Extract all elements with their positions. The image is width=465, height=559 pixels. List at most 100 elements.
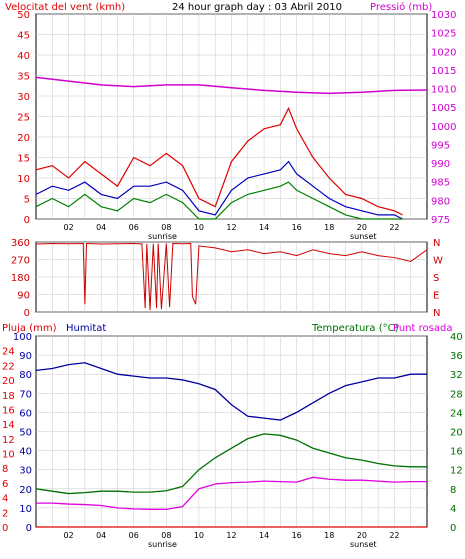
chart-title: 24 hour graph day : 03 Abril 2010 xyxy=(172,2,342,13)
compass-letter-label: N xyxy=(433,238,440,249)
climate-sunset-label: sunset xyxy=(350,540,377,549)
humidity-tick-label: 80 xyxy=(19,370,32,381)
wind-x-tick-label: 06 xyxy=(129,223,139,232)
wind-sunrise-label: sunrise xyxy=(148,232,177,241)
direction-series xyxy=(35,243,428,311)
rain-tick-label: 2 xyxy=(2,508,8,519)
wind-tick-label: 50 xyxy=(17,10,30,21)
chart-dynamic-layer: 0510152025303540455097598098599099510001… xyxy=(2,10,463,540)
pressure-tick-label: 1025 xyxy=(431,29,456,40)
climate-x-tick-label: 16 xyxy=(292,531,302,540)
humidity-axis-label: Humitat xyxy=(66,323,106,334)
wind-tick-label: 20 xyxy=(17,133,30,144)
climate-x-tick-label: 06 xyxy=(129,531,139,540)
pressure-tick-label: 1010 xyxy=(431,85,456,96)
rain-tick-label: 6 xyxy=(2,479,8,490)
temperature-tick-label: 24 xyxy=(450,408,463,419)
direction-tick-label: 360 xyxy=(11,238,30,249)
temperature-tick-label: 12 xyxy=(450,466,463,477)
compass-letter-label: E xyxy=(433,291,439,302)
pressure-tick-label: 975 xyxy=(431,215,450,226)
climate-x-tick-label: 04 xyxy=(96,531,106,540)
compass-letter-label: S xyxy=(433,273,439,284)
wind-sunset-label: sunset xyxy=(350,232,377,241)
wind-tick-label: 10 xyxy=(17,174,30,185)
temperature-tick-label: 36 xyxy=(450,351,463,362)
wind-series-average xyxy=(35,160,403,220)
rain-tick-label: 16 xyxy=(2,405,15,416)
wind-x-tick-label: 18 xyxy=(324,223,334,232)
rain-tick-label: 12 xyxy=(2,435,15,446)
humidity-tick-label: 50 xyxy=(19,428,32,439)
pressure-tick-label: 1020 xyxy=(431,47,456,58)
climate-x-tick-label: 02 xyxy=(63,531,73,540)
wind-series-pressure xyxy=(35,76,428,95)
humidity-tick-label: 60 xyxy=(19,408,32,419)
wind-axis-label: Velocitat del vent (kmh) xyxy=(5,2,125,13)
wind-x-tick-label: 16 xyxy=(292,223,302,232)
wind-x-tick-label: 12 xyxy=(226,223,236,232)
climate-x-tick-label: 10 xyxy=(194,531,204,540)
rain-tick-label: 24 xyxy=(2,347,15,358)
temperature-tick-label: 0 xyxy=(450,523,456,534)
wind-tick-label: 0 xyxy=(24,215,30,226)
climate-x-tick-label: 08 xyxy=(161,531,171,540)
wind-x-tick-label: 20 xyxy=(357,223,367,232)
wind-tick-label: 25 xyxy=(17,113,30,124)
wind-tick-label: 30 xyxy=(17,92,30,103)
pressure-axis-label: Pressió (mb) xyxy=(370,1,432,13)
compass-letter-label: W xyxy=(433,256,443,267)
wind-x-tick-label: 08 xyxy=(161,223,171,232)
direction-tick-label: 270 xyxy=(11,256,30,267)
dewpoint-axis-label: Punt rosada xyxy=(393,323,452,334)
humidity-tick-label: 40 xyxy=(19,447,32,458)
pressure-tick-label: 995 xyxy=(431,140,450,151)
temperature-tick-label: 16 xyxy=(450,447,463,458)
temperature-axis-label: Temperatura (°C) xyxy=(311,323,399,334)
compass-letter-label: N xyxy=(433,308,440,319)
humidity-tick-label: 90 xyxy=(19,351,32,362)
humidity-tick-label: 30 xyxy=(19,466,32,477)
climate-x-tick-label: 20 xyxy=(357,531,367,540)
wind-x-tick-label: 22 xyxy=(389,223,399,232)
wind-tick-label: 35 xyxy=(17,72,30,83)
pressure-tick-label: 980 xyxy=(431,196,450,207)
climate-x-tick-label: 18 xyxy=(324,531,334,540)
rain-tick-label: 10 xyxy=(2,450,15,461)
pressure-tick-label: 1030 xyxy=(431,10,456,21)
wind-series-low xyxy=(35,181,403,220)
rain-tick-label: 18 xyxy=(2,391,15,402)
wind-tick-label: 40 xyxy=(17,51,30,62)
humidity-tick-label: 70 xyxy=(19,389,32,400)
humidity-tick-label: 0 xyxy=(26,523,32,534)
wind-tick-label: 5 xyxy=(24,195,30,206)
climate-series-humitat xyxy=(35,362,427,421)
humidity-tick-label: 100 xyxy=(13,332,32,343)
temperature-tick-label: 8 xyxy=(450,485,456,496)
direction-tick-label: 90 xyxy=(17,291,30,302)
temperature-tick-label: 20 xyxy=(450,428,463,439)
climate-x-tick-label: 22 xyxy=(389,531,399,540)
rain-tick-label: 4 xyxy=(2,494,8,505)
direction-tick-label: 180 xyxy=(11,273,30,284)
pressure-tick-label: 985 xyxy=(431,178,450,189)
humidity-tick-label: 10 xyxy=(19,504,32,515)
wind-x-tick-label: 10 xyxy=(194,223,204,232)
pressure-tick-label: 1015 xyxy=(431,66,456,77)
temperature-tick-label: 4 xyxy=(450,504,456,515)
climate-x-tick-label: 12 xyxy=(226,531,236,540)
climate-series-punt-rosada xyxy=(36,476,427,510)
wind-x-tick-label: 04 xyxy=(96,223,106,232)
rain-tick-label: 0 xyxy=(2,523,8,534)
climate-series-temperatura xyxy=(35,433,427,495)
pressure-tick-label: 1005 xyxy=(431,103,456,114)
wind-series-gust xyxy=(35,106,403,216)
rain-tick-label: 14 xyxy=(2,420,15,431)
climate-x-tick-label: 14 xyxy=(259,531,269,540)
rain-tick-label: 8 xyxy=(2,464,8,475)
humidity-tick-label: 20 xyxy=(19,485,32,496)
climate-sunrise-label: sunrise xyxy=(148,540,177,549)
pressure-tick-label: 1000 xyxy=(431,122,456,133)
